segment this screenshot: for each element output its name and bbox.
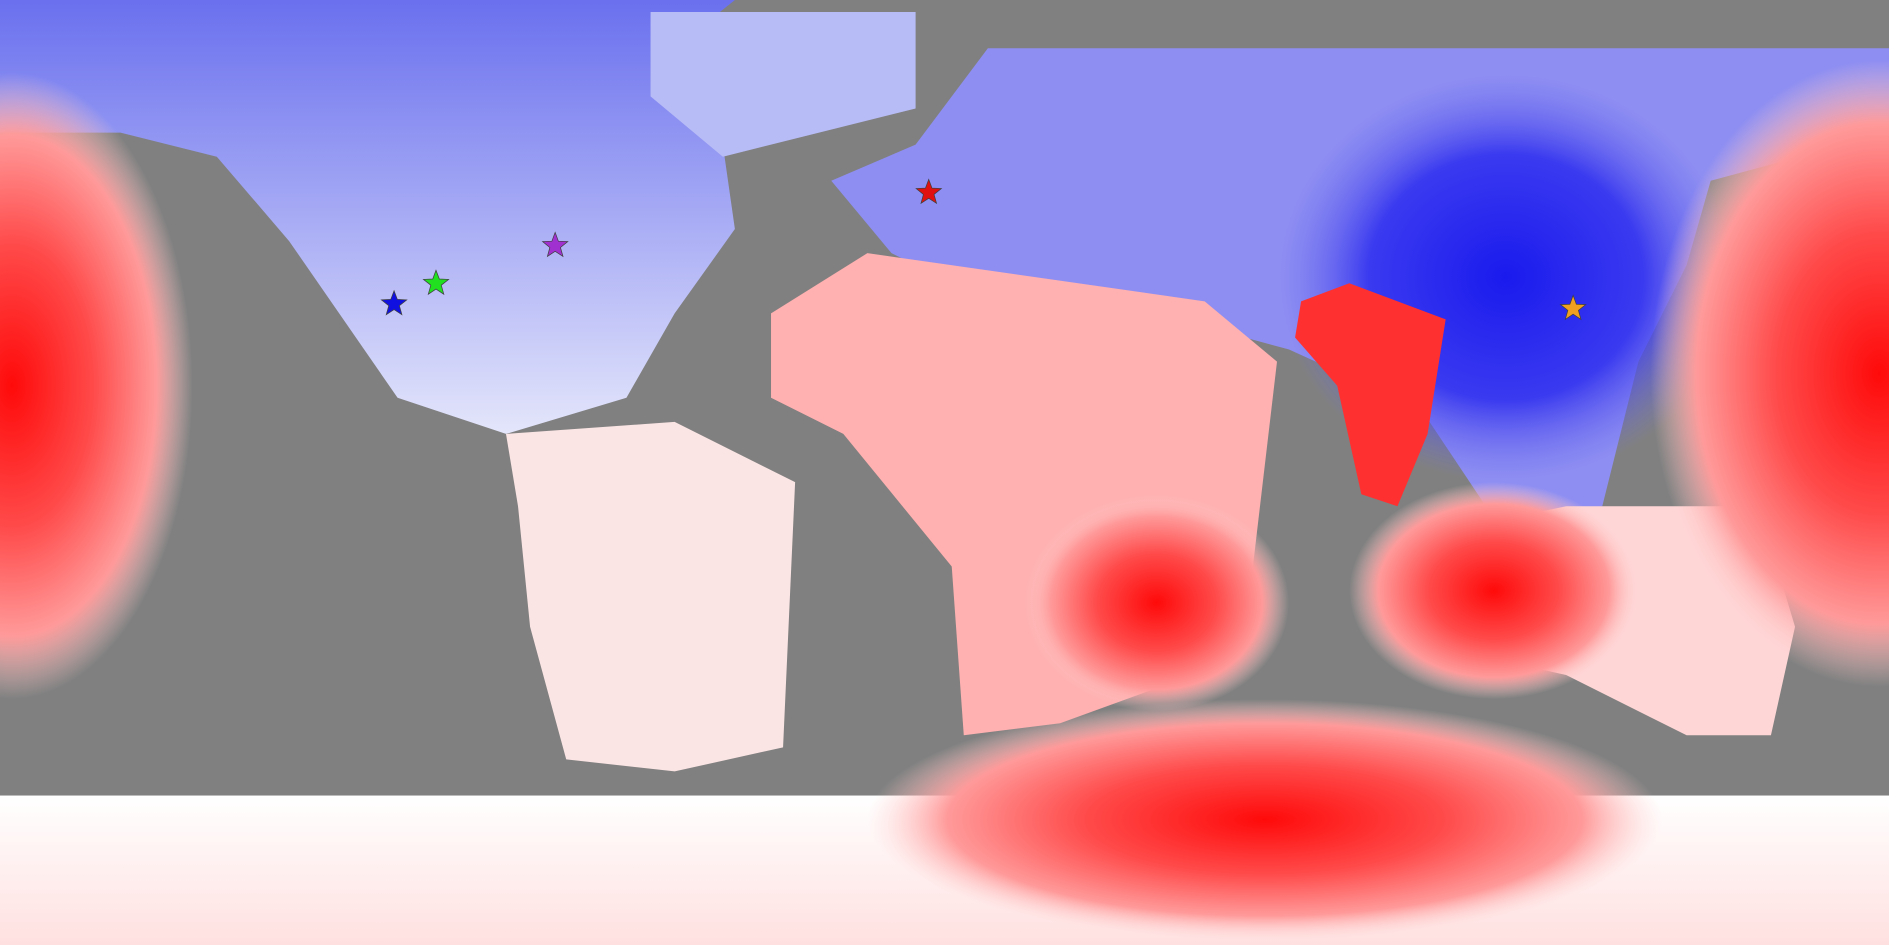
location-star [1559, 294, 1587, 321]
antarctic-anomaly [867, 699, 1663, 941]
west-pacific-anomaly [0, 72, 193, 700]
greenland-field [650, 12, 916, 157]
location-star [380, 289, 408, 316]
east-pacific-anomaly [1650, 60, 1889, 687]
north-america-field [0, 0, 735, 434]
south-america-field [505, 421, 796, 772]
location-star [541, 231, 569, 258]
location-star [422, 269, 450, 296]
madagascar-anomaly [1024, 494, 1290, 712]
india-anomaly [1295, 283, 1446, 507]
indian-ocean-anomaly [1349, 482, 1639, 700]
location-star [915, 178, 943, 205]
markers [380, 178, 1587, 321]
